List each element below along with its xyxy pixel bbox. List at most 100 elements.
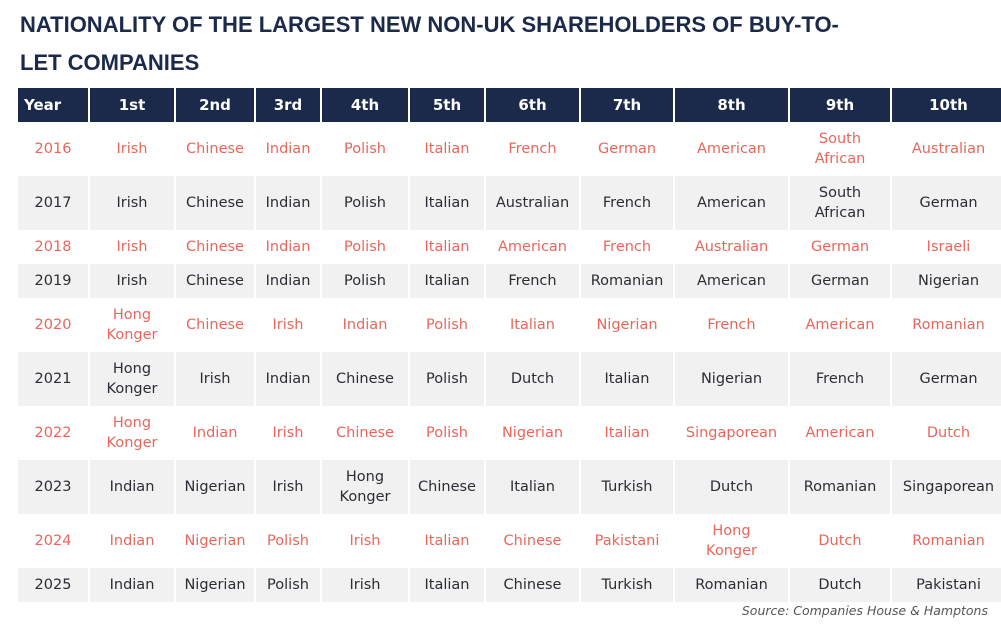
header-cell: 5th [410,88,484,122]
nationality-cell: Indian [256,176,320,230]
nationality-cell: Indian [176,406,254,460]
nationality-cell: French [675,298,788,352]
header-cell: Year [18,88,88,122]
nationality-cell: American [675,176,788,230]
nationality-cell: Israeli [892,230,1001,264]
nationality-cell: Romanian [892,298,1001,352]
nationality-cell: Singaporean [892,460,1001,514]
nationality-cell: Polish [322,230,408,264]
nationality-cell: Polish [322,176,408,230]
nationality-cell: Italian [410,122,484,176]
nationality-cell: Nigerian [892,264,1001,298]
nationality-cell: Polish [322,264,408,298]
table-row: 2023 Indian Nigerian Irish Hong Konger Chines… [18,460,1001,514]
nationality-cell: South African [790,122,890,176]
nationality-cell: Nigerian [581,298,673,352]
year-cell: 2023 [18,460,88,514]
nationality-cell: German [790,264,890,298]
nationality-cell: Nigerian [486,406,579,460]
year-cell: 2024 [18,514,88,568]
nationality-cell: Irish [90,264,174,298]
nationality-cell: Indian [256,230,320,264]
nationality-cell: Indian [322,298,408,352]
table-row: 2016 Irish Chinese Indian Polish Italian Frenc… [18,122,1001,176]
nationality-cell: German [892,352,1001,406]
header-cell: 4th [322,88,408,122]
nationality-cell: Polish [410,406,484,460]
nationality-cell: Chinese [486,514,579,568]
nationality-cell: Irish [256,298,320,352]
year-cell: 2025 [18,568,88,602]
nationality-cell: Chinese [176,122,254,176]
nationality-table: Year 1st 2nd 3rd 4th 5th 6th 7th 8th 9th 10th 2016… [16,88,1001,602]
year-cell: 2017 [18,176,88,230]
nationality-cell: Polish [256,514,320,568]
nationality-cell: Indian [256,352,320,406]
nationality-cell: Italian [410,568,484,602]
nationality-cell: Italian [581,352,673,406]
nationality-cell: German [790,230,890,264]
nationality-cell: Romanian [892,514,1001,568]
table-row: 2021 Hong Konger Irish Indian Chinese Polish D… [18,352,1001,406]
nationality-cell: Irish [322,514,408,568]
table-row: 2024 Indian Nigerian Polish Irish Italian Chin… [18,514,1001,568]
year-cell: 2022 [18,406,88,460]
nationality-cell: Chinese [322,352,408,406]
nationality-cell: Italian [410,264,484,298]
nationality-cell: Romanian [790,460,890,514]
nationality-cell: Polish [322,122,408,176]
nationality-cell: Chinese [410,460,484,514]
table-row: 2022 Hong Konger Indian Irish Chinese Polish N… [18,406,1001,460]
header-cell: 9th [790,88,890,122]
year-cell: 2016 [18,122,88,176]
table-row: 2020 Hong Konger Chinese Irish Indian Polish I… [18,298,1001,352]
nationality-cell: Irish [256,406,320,460]
nationality-cell: Pakistani [892,568,1001,602]
header-cell: 7th [581,88,673,122]
table-row: 2018 Irish Chinese Indian Polish Italian Ameri… [18,230,1001,264]
nationality-cell: Chinese [176,176,254,230]
nationality-cell: Dutch [790,514,890,568]
nationality-cell: Dutch [486,352,579,406]
nationality-cell: Chinese [176,230,254,264]
nationality-cell: French [581,176,673,230]
nationality-cell: Italian [486,298,579,352]
nationality-cell: Italian [410,230,484,264]
nationality-cell: Dutch [675,460,788,514]
title: NATIONALITY OF THE LARGEST NEW NON-UK SH… [20,12,839,75]
nationality-cell: Pakistani [581,514,673,568]
year-cell: 2019 [18,264,88,298]
nationality-cell: Romanian [581,264,673,298]
nationality-cell: South African [790,176,890,230]
nationality-cell: Nigerian [176,514,254,568]
nationality-cell: Italian [486,460,579,514]
nationality-cell: Indian [256,122,320,176]
source-note: Source: Companies House & Hamptons [741,603,988,618]
nationality-cell: French [581,230,673,264]
nationality-cell: Dutch [892,406,1001,460]
nationality-cell: Irish [256,460,320,514]
nationality-cell: Chinese [322,406,408,460]
nationality-cell: Chinese [486,568,579,602]
nationality-cell: Irish [322,568,408,602]
nationality-cell: Hong Konger [90,298,174,352]
nationality-cell: French [486,264,579,298]
nationality-cell: Hong Konger [322,460,408,514]
nationality-cell: Chinese [176,298,254,352]
year-cell: 2021 [18,352,88,406]
nationality-cell: Australian [486,176,579,230]
nationality-cell: Italian [410,514,484,568]
nationality-cell: Nigerian [675,352,788,406]
nationality-cell: Hong Konger [90,352,174,406]
nationality-cell: Chinese [176,264,254,298]
header-cell: 2nd [176,88,254,122]
year-cell: 2018 [18,230,88,264]
nationality-cell: Polish [410,352,484,406]
nationality-cell: American [486,230,579,264]
nationality-cell: American [790,298,890,352]
nationality-cell: Nigerian [176,568,254,602]
nationality-cell: Hong Konger [675,514,788,568]
nationality-cell: Hong Konger [90,406,174,460]
nationality-cell: Irish [90,176,174,230]
